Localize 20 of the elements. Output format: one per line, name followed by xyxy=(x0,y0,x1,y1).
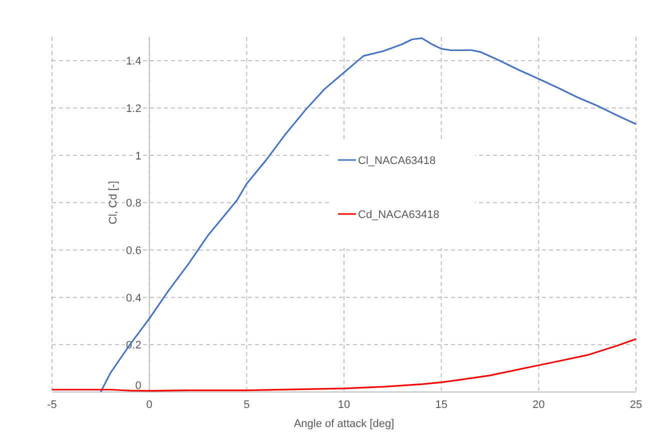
x-tick-label: -5 xyxy=(47,399,57,411)
y-tick-label: 0.8 xyxy=(126,198,142,210)
x-tick-label: 0 xyxy=(146,399,152,411)
x-tick-label: 15 xyxy=(435,399,448,411)
x-tick-label: 10 xyxy=(338,399,350,411)
y-tick-label: 0.4 xyxy=(126,292,142,304)
y-tick-label: 1.2 xyxy=(126,103,142,115)
x-tick-label: 5 xyxy=(244,399,250,411)
y-tick-label: 1.4 xyxy=(126,56,142,68)
legend-label: Cl_NACA63418 xyxy=(358,155,436,167)
legend-label: Cd_NACA63418 xyxy=(358,209,440,221)
x-axis-title: Angle of attack [deg] xyxy=(294,418,394,430)
y-tick-label: 1 xyxy=(135,150,142,162)
x-tick-label: 20 xyxy=(532,399,545,411)
y-tick-label: 0.6 xyxy=(126,245,142,257)
line-series xyxy=(100,37,637,393)
x-tick-label: 25 xyxy=(630,399,642,411)
y-tick-label: 0 xyxy=(135,380,142,392)
line-series xyxy=(51,338,637,392)
y-axis-title: Cl, Cd [-] xyxy=(107,180,120,224)
